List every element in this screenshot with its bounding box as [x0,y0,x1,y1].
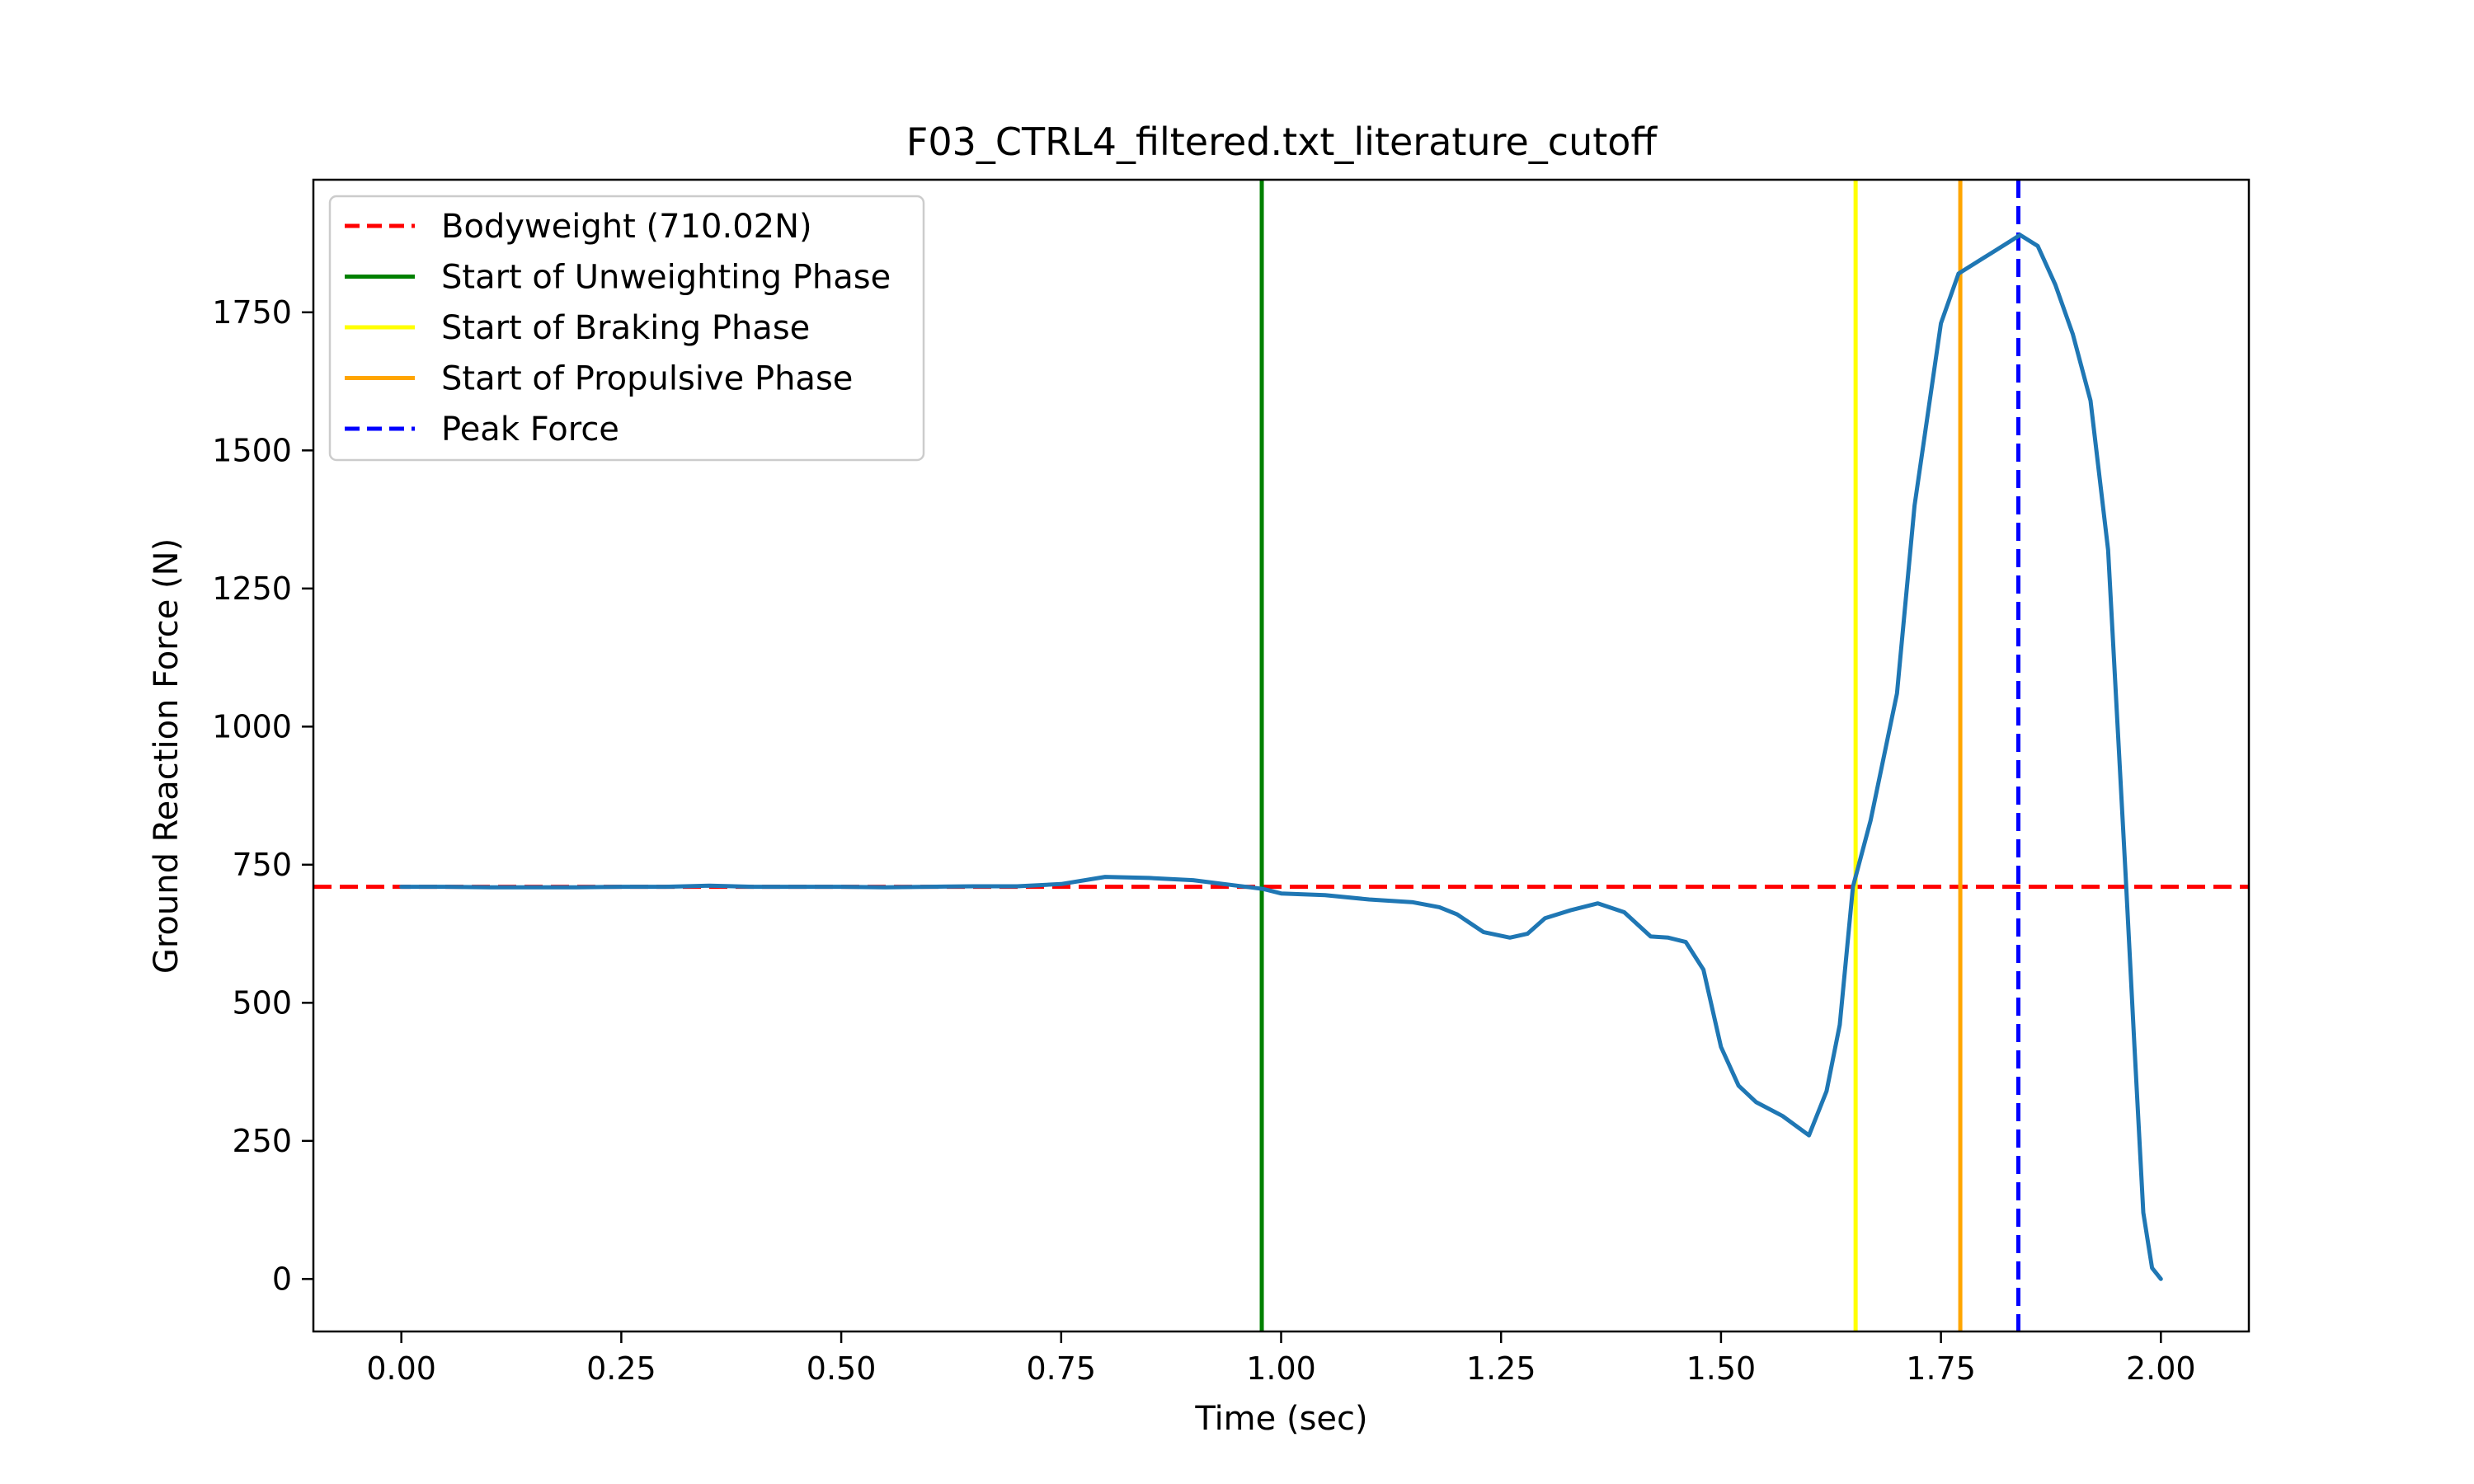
y-axis-label: Ground Reaction Force (N) [148,538,186,974]
legend-label-4: Peak Force [441,411,619,448]
legend-items: Bodyweight (710.02N) Start of Unweighting… [345,208,891,448]
y-tick-label: 500 [232,984,292,1021]
y-axis: 0 250 500 750 1000 1250 1500 1750 [212,294,313,1297]
legend-label-2: Start of Braking Phase [441,309,810,347]
legend-box [328,195,925,462]
x-tick-label: 2.00 [2126,1350,2196,1387]
x-tick-label: 0.75 [1026,1350,1096,1387]
x-tick-label: 0.00 [366,1350,436,1387]
y-tick-label: 0 [272,1261,292,1297]
legend-label-1: Start of Unweighting Phase [441,259,891,297]
x-tick-label: 0.25 [586,1350,656,1387]
y-tick-label: 750 [232,847,292,883]
y-tick-label: 1750 [212,294,292,331]
y-tick-label: 1000 [212,708,292,744]
series-line-0 [399,232,2163,1281]
x-tick-label: 1.75 [1906,1350,1976,1387]
chart-title: F03_CTRL4_filtered.txt_literature_cutoff [906,120,1658,164]
legend-label-3: Start of Propulsive Phase [441,360,853,398]
y-tick-label: 1250 [212,571,292,607]
series-layer [399,232,2163,1281]
y-tick-label: 250 [232,1123,292,1159]
x-axis-label: Time (sec) [1194,1400,1367,1438]
legend: Bodyweight (710.02N) Start of Unweighting… [328,195,925,462]
x-tick-label: 1.50 [1686,1350,1757,1387]
x-tick-label: 0.50 [807,1350,877,1387]
y-tick-label: 1500 [212,432,292,468]
x-tick-label: 1.25 [1466,1350,1536,1387]
legend-label-0: Bodyweight (710.02N) [441,208,812,246]
x-tick-label: 1.00 [1246,1350,1316,1387]
x-axis: 0.00 0.25 0.50 0.75 1.00 1.25 1.50 1.75 2.00 [366,1331,2196,1387]
